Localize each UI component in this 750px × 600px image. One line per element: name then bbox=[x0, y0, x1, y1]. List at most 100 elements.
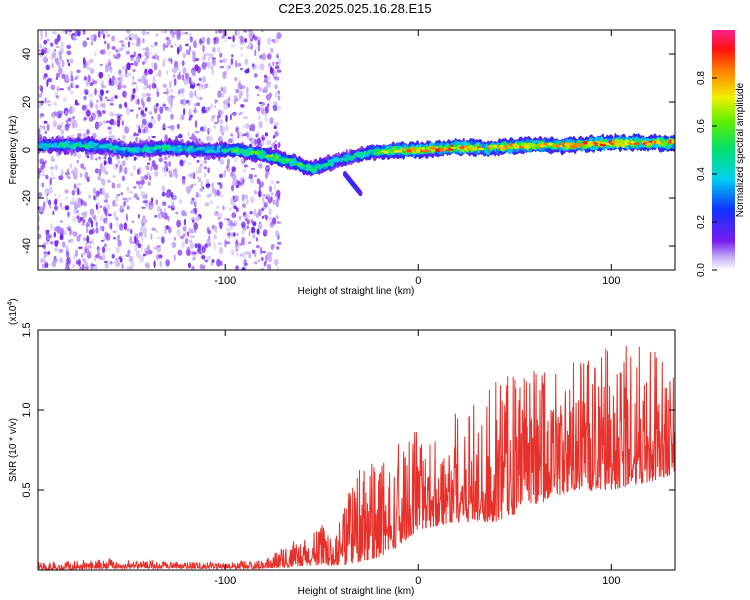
noise-speck bbox=[113, 210, 117, 219]
noise-speck bbox=[187, 231, 190, 237]
noise-speck bbox=[132, 88, 136, 94]
noise-speck bbox=[191, 133, 196, 141]
noise-speck bbox=[142, 86, 148, 90]
noise-speck bbox=[40, 258, 44, 264]
noise-speck bbox=[231, 166, 236, 173]
noise-speck bbox=[266, 53, 272, 60]
noise-speck bbox=[65, 31, 68, 35]
noise-speck bbox=[274, 131, 279, 137]
noise-speck bbox=[77, 153, 82, 160]
noise-speck bbox=[252, 232, 255, 238]
noise-speck bbox=[105, 30, 108, 35]
noise-speck bbox=[194, 130, 200, 134]
noise-speck bbox=[101, 192, 106, 195]
noise-speck bbox=[75, 168, 79, 175]
noise-speck bbox=[226, 218, 230, 221]
ridge-cell bbox=[362, 153, 367, 158]
ridge-cell bbox=[398, 149, 402, 153]
noise-speck bbox=[215, 225, 218, 234]
noise-speck bbox=[162, 103, 167, 107]
colorbar-gradient bbox=[712, 30, 735, 270]
noise-speck bbox=[164, 169, 167, 178]
noise-speck bbox=[224, 217, 228, 221]
noise-speck bbox=[165, 259, 170, 267]
noise-speck bbox=[235, 207, 239, 211]
noise-speck bbox=[266, 166, 269, 170]
noise-speck bbox=[249, 210, 254, 215]
noise-speck bbox=[267, 103, 270, 108]
noise-speck bbox=[68, 228, 71, 232]
ridge-cell bbox=[520, 143, 526, 147]
noise-speck bbox=[265, 171, 271, 176]
noise-speck bbox=[257, 114, 261, 120]
noise-speck bbox=[116, 220, 119, 228]
noise-speck bbox=[99, 95, 103, 102]
noise-speck bbox=[41, 46, 45, 50]
noise-speck bbox=[198, 193, 201, 198]
noise-speck bbox=[238, 91, 242, 100]
noise-speck bbox=[109, 67, 113, 70]
noise-speck bbox=[160, 213, 166, 218]
noise-speck bbox=[183, 107, 186, 116]
noise-speck bbox=[225, 99, 230, 104]
noise-speck bbox=[226, 158, 230, 166]
noise-speck bbox=[222, 71, 227, 80]
noise-speck bbox=[223, 169, 227, 178]
noise-speck bbox=[84, 91, 89, 95]
noise-speck bbox=[237, 82, 242, 89]
noise-speck bbox=[65, 119, 69, 124]
noise-speck bbox=[112, 230, 117, 233]
noise-speck bbox=[126, 166, 129, 173]
noise-speck bbox=[199, 264, 204, 270]
noise-speck bbox=[73, 120, 77, 123]
noise-speck bbox=[184, 72, 190, 80]
noise-speck bbox=[141, 112, 146, 117]
noise-speck bbox=[186, 188, 191, 195]
noise-speck bbox=[82, 40, 88, 48]
noise-speck bbox=[50, 223, 53, 230]
noise-speck bbox=[173, 236, 177, 241]
noise-speck bbox=[103, 156, 107, 160]
noise-speck bbox=[126, 205, 130, 210]
noise-speck bbox=[227, 36, 232, 40]
noise-speck bbox=[181, 74, 185, 81]
noise-speck bbox=[258, 208, 262, 217]
noise-speck bbox=[187, 132, 190, 137]
noise-speck bbox=[242, 168, 247, 173]
noise-speck bbox=[71, 197, 75, 203]
ridge-cell bbox=[583, 140, 588, 145]
noise-speck bbox=[89, 101, 94, 109]
noise-speck bbox=[199, 96, 203, 101]
noise-speck bbox=[197, 250, 202, 254]
noise-speck bbox=[54, 49, 56, 52]
noise-speck bbox=[43, 250, 48, 258]
noise-speck bbox=[182, 52, 186, 59]
noise-speck bbox=[154, 84, 157, 89]
noise-speck bbox=[274, 143, 278, 151]
noise-speck bbox=[193, 200, 197, 208]
noise-speck bbox=[119, 223, 124, 231]
noise-speck bbox=[146, 84, 152, 89]
noise-speck bbox=[264, 115, 269, 122]
ridge-cell bbox=[575, 143, 582, 148]
noise-speck bbox=[55, 72, 60, 78]
noise-speck bbox=[275, 76, 280, 81]
noise-speck bbox=[265, 94, 271, 100]
noise-speck bbox=[54, 57, 59, 63]
noise-speck bbox=[97, 206, 100, 215]
noise-speck bbox=[210, 103, 213, 109]
noise-speck bbox=[276, 246, 280, 250]
noise-speck bbox=[102, 246, 106, 254]
noise-speck bbox=[52, 120, 58, 128]
noise-speck bbox=[154, 108, 158, 114]
noise-speck bbox=[140, 176, 146, 180]
noise-speck bbox=[263, 86, 269, 94]
noise-speck bbox=[206, 238, 211, 246]
noise-speck bbox=[97, 175, 101, 181]
noise-speck bbox=[72, 122, 76, 129]
noise-speck bbox=[122, 134, 126, 140]
noise-speck bbox=[258, 86, 262, 92]
noise-speck bbox=[70, 75, 75, 84]
noise-speck bbox=[224, 36, 227, 43]
noise-speck bbox=[130, 63, 134, 66]
